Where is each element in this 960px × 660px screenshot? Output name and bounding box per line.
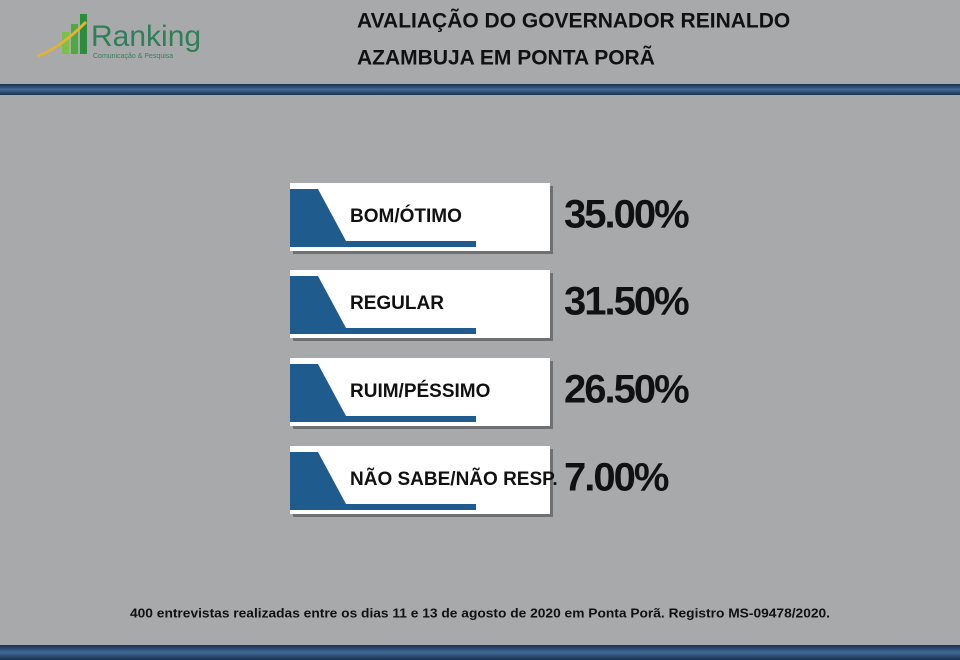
logo-name: Ranking [91,20,201,53]
item-label: NÃO SABE/NÃO RESP. [350,468,558,490]
title-line: AZAMBUJA EM PONTA PORÃ [357,47,655,70]
item-card: NÃO SABE/NÃO RESP. 7.00% [290,446,671,517]
item-card: BOM/ÓTIMO 35.00% [290,183,691,254]
card-accent [290,364,476,422]
item-label: BOM/ÓTIMO [350,205,462,227]
card-accent [290,276,476,334]
items: BOM/ÓTIMO 35.00% REGULAR 31.50% RUIM/PÉSSIMO… [290,183,691,517]
item-label: RUIM/PÉSSIMO [350,380,490,402]
card-accent [290,189,476,247]
item-value: 7.00% [564,456,669,500]
logo-icon [37,14,88,58]
item-card: RUIM/PÉSSIMO 26.50% [290,358,691,429]
item-value: 35.00% [564,193,689,237]
top-stripe [0,84,960,95]
card-accent [290,452,476,510]
footer-note: 400 entrevistas realizadas entre os dias… [130,605,830,620]
logo-tagline: Comunicação & Pesquisa [93,53,173,60]
item-value: 26.50% [564,368,689,412]
item-label: REGULAR [350,293,444,314]
item-value: 31.50% [564,280,689,324]
bottom-stripe [0,645,960,660]
title-line: AVALIAÇÃO DO GOVERNADOR REINALDO [357,10,790,33]
item-card: REGULAR 31.50% [290,270,691,341]
